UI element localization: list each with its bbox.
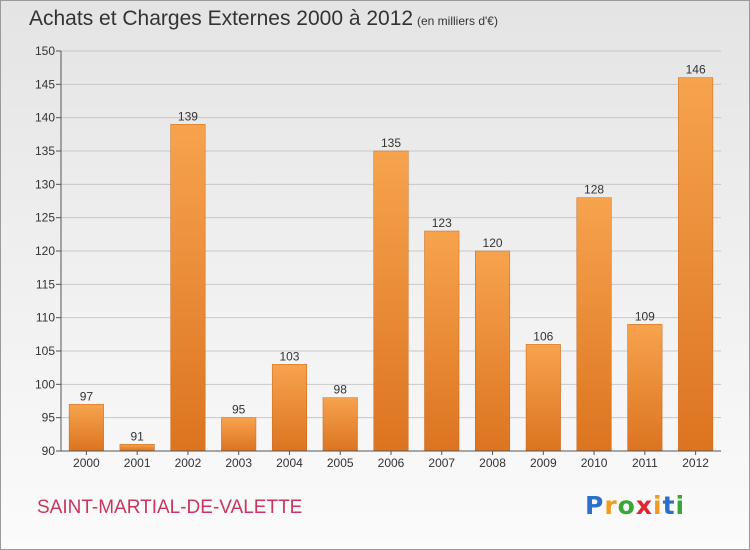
bar-value-label: 97 (80, 389, 94, 403)
bar-value-label: 139 (178, 109, 198, 123)
logo-letter: i (675, 491, 686, 520)
y-tick-label: 95 (42, 411, 56, 425)
y-tick-label: 90 (42, 444, 56, 458)
bar-2009 (525, 344, 561, 452)
bar-2004 (271, 364, 307, 452)
logo-letter: o (617, 491, 636, 520)
bar-value-label: 106 (533, 329, 553, 343)
bar-2006 (373, 150, 409, 452)
x-tick-label: 2008 (479, 456, 506, 470)
logo-letter: r (604, 491, 618, 520)
bar-value-label: 98 (334, 383, 348, 397)
x-tick-label: 2012 (682, 456, 709, 470)
logo-letter: t (662, 491, 676, 520)
proxiti-logo[interactable]: Proxiti (585, 491, 685, 520)
bar-2002 (170, 124, 206, 452)
y-tick-label: 120 (35, 244, 55, 258)
y-tick-label: 115 (36, 277, 55, 291)
y-tick-label: 100 (35, 377, 55, 391)
commune-name: SAINT-MARTIAL-DE-VALETTE (37, 497, 303, 518)
x-tick-label: 2004 (276, 456, 303, 470)
y-tick-label: 110 (36, 311, 55, 325)
x-tick-label: 2007 (428, 456, 455, 470)
bar-value-label: 120 (483, 236, 503, 250)
y-tick-label: 145 (35, 77, 55, 91)
bar-value-label: 135 (381, 136, 401, 150)
bar-2008 (475, 250, 511, 452)
y-tick-label: 150 (35, 44, 55, 58)
logo-letter: x (635, 491, 653, 520)
bar-2011 (627, 324, 663, 452)
bar-value-label: 109 (635, 309, 655, 323)
chart-title: Achats et Charges Externes 2000 à 2012 (29, 7, 414, 30)
y-tick-label: 140 (35, 111, 55, 125)
y-tick-label: 125 (35, 211, 55, 225)
x-tick-label: 2002 (175, 456, 202, 470)
bar-value-label: 95 (232, 403, 246, 417)
bar-2010 (576, 197, 612, 452)
bar-value-label: 91 (130, 429, 144, 443)
x-tick-label: 2001 (124, 456, 151, 470)
bar-2005 (322, 397, 358, 452)
y-tick-label: 130 (35, 177, 55, 191)
y-tick-label: 105 (35, 344, 55, 358)
bar-value-label: 128 (584, 183, 604, 197)
x-tick-label: 2003 (225, 456, 252, 470)
bar-value-label: 103 (279, 349, 299, 363)
x-tick-label: 2006 (378, 456, 405, 470)
chart-subtitle: (en milliers d'€) (417, 14, 498, 28)
bar-2000 (68, 404, 104, 452)
bar-2003 (221, 417, 257, 452)
x-tick-label: 2000 (73, 456, 100, 470)
x-tick-label: 2005 (327, 456, 354, 470)
logo-letter: i (653, 491, 663, 520)
logo-letter: P (585, 491, 605, 520)
bar-2007 (424, 230, 460, 452)
bar-value-label: 123 (432, 216, 452, 230)
bar-value-label: 146 (686, 63, 706, 77)
x-tick-label: 2010 (581, 456, 608, 470)
bar-2012 (678, 77, 714, 452)
y-tick-label: 135 (35, 144, 55, 158)
bar-2001 (119, 444, 155, 452)
x-tick-label: 2011 (632, 456, 658, 470)
x-tick-label: 2009 (530, 456, 557, 470)
